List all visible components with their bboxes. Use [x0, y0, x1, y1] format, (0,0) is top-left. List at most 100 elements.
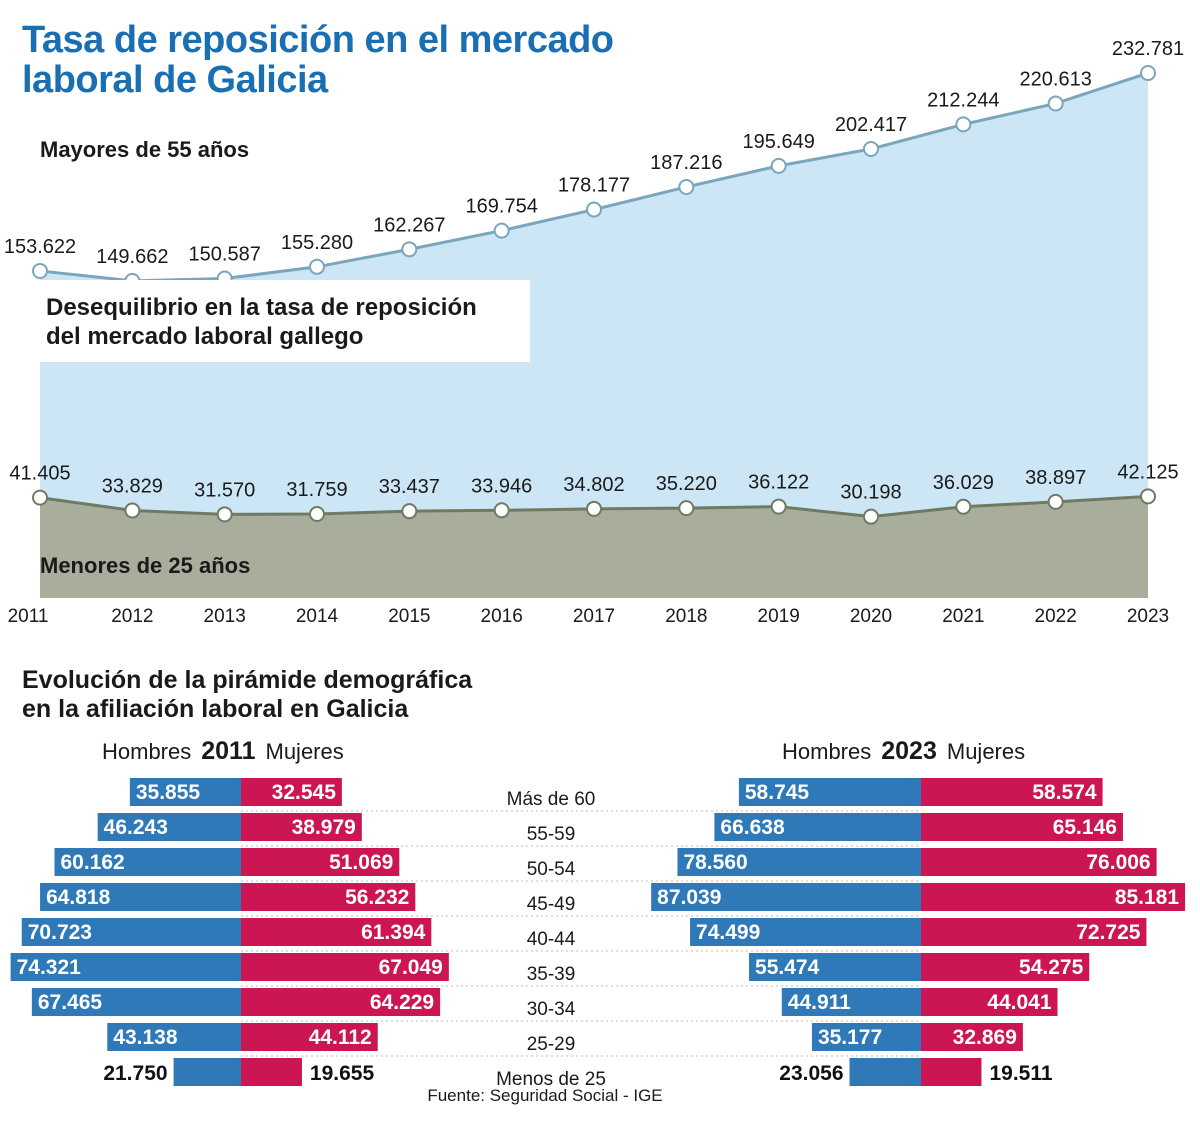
- point-mayores: [955, 116, 972, 133]
- value-label-mujeres: 61.394: [361, 921, 426, 944]
- bar-hombres: [677, 848, 921, 876]
- value-label-menores: 33.829: [102, 475, 163, 497]
- point-menores: [678, 500, 695, 517]
- value-label-hombres: 44.911: [788, 991, 851, 1014]
- bar-mujeres: [241, 883, 416, 911]
- age-group-label: 55-59: [527, 824, 576, 845]
- point-menores: [216, 506, 233, 523]
- bar-mujeres: [921, 1058, 982, 1086]
- value-label-hombres: 64.818: [46, 886, 111, 909]
- value-label-mujeres: 67.049: [379, 956, 443, 979]
- pyramid-charts: Más de 60 55-59 50-54 45-49 40-44 35-39 30-34 2…: [10, 778, 1186, 1090]
- bar-mujeres: [921, 848, 1157, 876]
- value-label-mayores: 202.417: [835, 114, 907, 136]
- bar-mujeres: [921, 778, 1103, 806]
- bar-mujeres: [921, 918, 1147, 946]
- bar-mujeres: [921, 813, 1123, 841]
- point-menores: [1047, 493, 1064, 510]
- point-menores: [401, 503, 418, 520]
- value-label-mujeres: 65.146: [1053, 816, 1117, 839]
- age-group-label: Más de 60: [507, 789, 596, 810]
- value-label-mujeres: 32.545: [272, 781, 337, 804]
- value-label-hombres: 74.499: [696, 921, 760, 944]
- header-mujeres-2023: Mujeres: [946, 739, 1026, 764]
- value-label-mujeres: 44.041: [987, 991, 1052, 1014]
- bar-hombres: [690, 918, 921, 946]
- value-label-mujeres: 76.006: [1086, 851, 1150, 874]
- year-label: 2015: [388, 606, 430, 627]
- age-group-label: 25-29: [527, 1034, 576, 1055]
- bar-hombres: [107, 1023, 241, 1051]
- point-mayores: [678, 178, 695, 195]
- value-label-mujeres: 72.725: [1076, 921, 1141, 944]
- value-label-menores: 36.122: [748, 472, 809, 494]
- value-label-mujeres: 56.232: [345, 886, 409, 909]
- value-label-mayores: 187.216: [650, 152, 722, 174]
- point-menores: [770, 498, 787, 515]
- age-group-label: 50-54: [527, 859, 576, 880]
- bar-mujeres: [241, 778, 342, 806]
- subtitle-line2: del mercado laboral gallego: [46, 323, 364, 350]
- value-label-mayores: 232.781: [1112, 38, 1184, 60]
- point-menores: [32, 489, 48, 506]
- value-label-hombres: 46.243: [104, 816, 168, 839]
- pyramid-header-2023: Hombres 2023 Mujeres: [782, 737, 1025, 766]
- chart-title-line1: Tasa de reposición en el mercado: [22, 19, 614, 61]
- series-label-mayores: Mayores de 55 años: [40, 137, 250, 162]
- value-label-mujeres: 58.574: [1032, 781, 1097, 804]
- age-group-label: 45-49: [527, 894, 576, 915]
- age-group-label: 35-39: [527, 964, 576, 985]
- value-label-mayores: 212.244: [927, 89, 999, 111]
- value-label-mujeres: 54.275: [1019, 956, 1084, 979]
- pyramid-title-line1: Evolución de la pirámide demográfica: [22, 666, 473, 694]
- header-mujeres-2011: Mujeres: [265, 739, 344, 764]
- value-label-menores: 31.759: [286, 479, 347, 501]
- value-label-menores: 38.897: [1025, 467, 1086, 489]
- point-mayores: [586, 201, 602, 218]
- value-label-hombres: 35.855: [136, 781, 201, 804]
- value-label-mayores: 162.267: [373, 214, 445, 236]
- bar-mujeres: [241, 953, 449, 981]
- year-label: 2017: [573, 606, 615, 627]
- value-label-mujeres: 32.869: [953, 1026, 1017, 1049]
- value-label-mayores: 153.622: [4, 236, 76, 258]
- bar-mujeres: [241, 848, 400, 876]
- value-label-mayores: 149.662: [96, 246, 168, 268]
- header-year-2011: 2011: [201, 737, 256, 765]
- value-label-hombres: 74.321: [17, 956, 82, 979]
- point-mayores: [770, 157, 787, 174]
- point-mayores: [493, 222, 510, 239]
- point-menores: [955, 498, 972, 515]
- bar-mujeres: [241, 1058, 302, 1086]
- value-label-mayores: 150.587: [189, 244, 261, 266]
- bar-mujeres: [241, 918, 432, 946]
- year-label: 2023: [1127, 606, 1169, 627]
- header-hombres-2011: Hombres: [102, 739, 192, 764]
- bar-hombres: [781, 988, 921, 1016]
- chart-title-line2: laboral de Galicia: [22, 59, 328, 101]
- value-label-hombres: 67.465: [38, 991, 103, 1014]
- point-mayores: [32, 262, 48, 279]
- bar-mujeres: [921, 988, 1058, 1016]
- bar-hombres: [714, 813, 921, 841]
- value-label-mujeres: 38.979: [292, 816, 356, 839]
- point-mayores: [309, 258, 325, 275]
- year-label: 2022: [1035, 606, 1077, 627]
- year-label: 2011: [8, 606, 49, 627]
- line-area-chart: 153.622 41.405 2011 149.662 33.829 2012 150.58…: [4, 38, 1184, 627]
- point-menores: [1140, 488, 1156, 505]
- value-label-mujeres: 64.229: [370, 991, 434, 1014]
- year-label: 2016: [481, 606, 523, 627]
- age-group-label: Menos de 25: [496, 1069, 606, 1090]
- bar-mujeres: [921, 1023, 1023, 1051]
- subtitle-box: Desequilibrio en la tasa de reposición d…: [38, 280, 530, 362]
- value-label-menores: 30.198: [840, 482, 901, 504]
- value-label-mayores: 195.649: [743, 131, 815, 153]
- value-label-hombres: 21.750: [103, 1062, 167, 1085]
- value-label-hombres: 70.723: [28, 921, 92, 944]
- value-label-hombres: 23.056: [779, 1062, 843, 1085]
- value-label-menores: 42.125: [1117, 461, 1178, 483]
- pyramid-title-line2: en la afiliación laboral en Galicia: [22, 695, 409, 723]
- bar-hombres: [651, 883, 921, 911]
- value-label-hombres: 60.162: [60, 851, 124, 874]
